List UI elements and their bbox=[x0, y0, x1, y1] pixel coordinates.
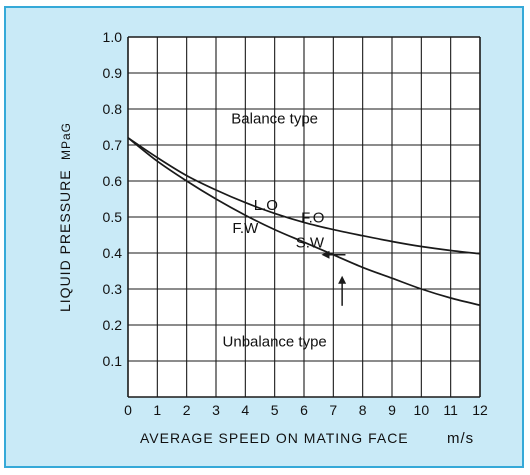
y-tick-label: 0.8 bbox=[103, 101, 123, 117]
annotation-label: L.O bbox=[254, 197, 278, 214]
y-tick-label: 0.3 bbox=[103, 281, 123, 297]
x-tick-label: 6 bbox=[300, 402, 308, 418]
x-tick-label: 8 bbox=[359, 402, 367, 418]
arrow-up-head bbox=[338, 275, 347, 284]
y-tick-label: 0.5 bbox=[103, 209, 123, 225]
y-axis-label: LIQUID PRESSURE bbox=[57, 169, 73, 312]
series-line-1 bbox=[127, 137, 481, 255]
y-tick-label: 0.2 bbox=[103, 317, 123, 333]
annotation-label: Balance type bbox=[231, 110, 318, 127]
y-tick-label: 0.7 bbox=[103, 137, 123, 153]
y-tick-label: 0.9 bbox=[103, 65, 123, 81]
y-tick-label: 0.1 bbox=[103, 353, 123, 369]
y-tick-label: 0.6 bbox=[103, 173, 123, 189]
x-tick-label: 9 bbox=[388, 402, 396, 418]
arrow-left-head bbox=[321, 250, 330, 259]
x-tick-label: 10 bbox=[414, 402, 430, 418]
x-tick-label: 11 bbox=[443, 402, 458, 418]
grid bbox=[127, 36, 481, 398]
annotation-label: F.O bbox=[301, 209, 324, 226]
annotation-layer: Balance type Unbalance type L.O F.O F.W S.W bbox=[223, 110, 347, 351]
x-tick-label: 4 bbox=[241, 402, 249, 418]
x-tick-label: 7 bbox=[329, 402, 337, 418]
x-tick-label: 1 bbox=[153, 402, 161, 418]
x-tick-label: 2 bbox=[183, 402, 191, 418]
x-axis-label: AVERAGE SPEED ON MATING FACE bbox=[140, 430, 409, 446]
series-line-2 bbox=[127, 137, 481, 307]
x-axis-unit: m/s bbox=[447, 430, 474, 447]
x-tick-label: 12 bbox=[472, 402, 488, 418]
y-axis-unit: MPaG bbox=[59, 122, 73, 160]
x-tick-label: 5 bbox=[271, 402, 279, 418]
annotation-label: S.W bbox=[296, 235, 325, 252]
x-tick-label: 3 bbox=[212, 402, 220, 418]
y-tick-label: 0.4 bbox=[103, 245, 123, 261]
y-tick-label: 1.0 bbox=[103, 29, 123, 45]
annotation-label: Unbalance type bbox=[223, 334, 327, 351]
series-layer bbox=[127, 137, 481, 307]
x-tick-label: 0 bbox=[124, 402, 132, 418]
tick-layer: 0 1 2 3 4 5 6 7 8 9 10 11 120.10.20.30.40.50.60.70.8… bbox=[103, 29, 488, 418]
annotation-label: F.W bbox=[232, 220, 259, 237]
